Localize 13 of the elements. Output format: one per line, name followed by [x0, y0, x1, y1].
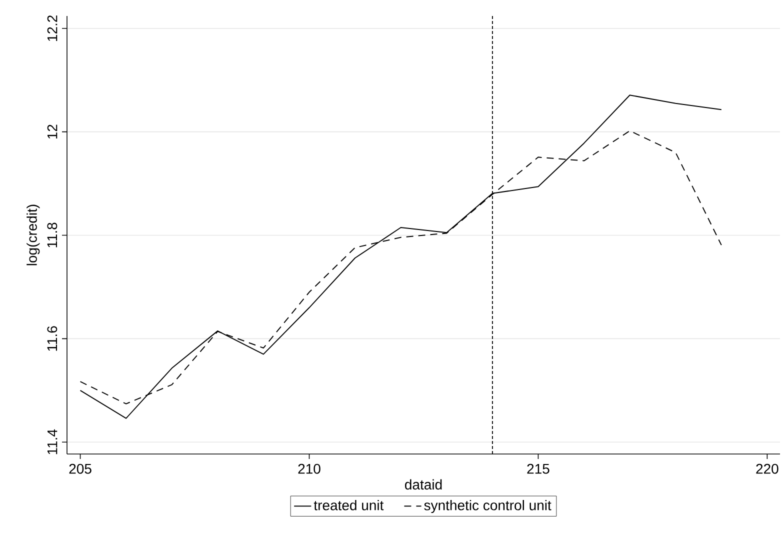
legend-label: treated unit [314, 500, 384, 510]
y-tick-label: 11.6 [47, 326, 58, 351]
x-axis-title: dataid [405, 479, 442, 490]
x-tick-label: 215 [527, 464, 550, 474]
legend-label: synthetic control unit [424, 500, 552, 514]
y-axis-title: log(credit) [26, 204, 40, 266]
x-tick-label: 210 [298, 464, 320, 474]
y-tick-label: 11.4 [48, 429, 58, 454]
y-tick-label: 12.2 [47, 15, 58, 41]
y-tick-label: 11.8 [47, 222, 58, 248]
x-tick-label: 205 [69, 464, 92, 474]
x-tick-label: 220 [756, 464, 778, 474]
y-tick-label: 12 [47, 124, 58, 139]
